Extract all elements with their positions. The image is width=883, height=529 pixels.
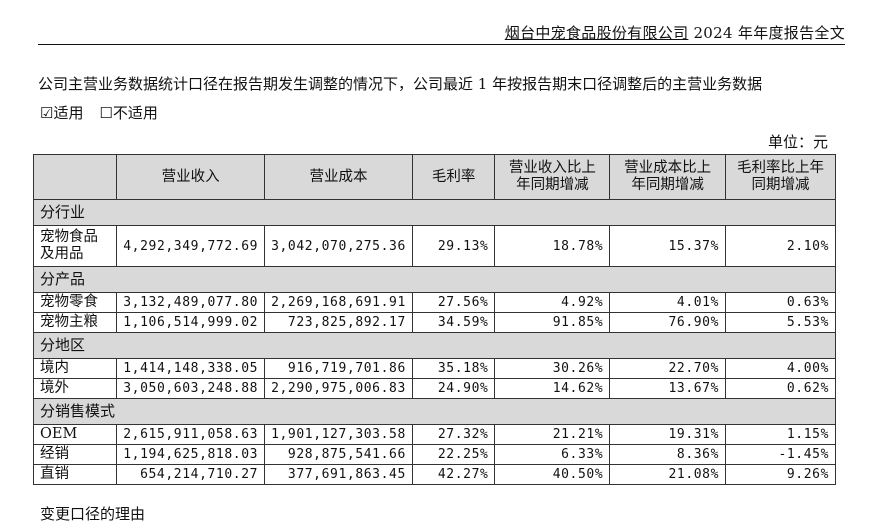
section-title: 分产品 [33,266,836,293]
cell-margin-change: -1.45% [725,444,836,465]
header-divider [38,44,845,45]
applicable-label: 适用 [53,104,84,122]
row-label: 宠物零食 [32,292,118,313]
cell-margin-change: 5.53% [725,312,836,333]
cell-rev-change: 18.78% [494,225,611,267]
row-label: OEM [32,424,118,445]
table-row: 境内 1,414,148,338.05 916,719,701.86 35.18% 30… [32,358,836,379]
page-header: 烟台中宠食品股份有限公司 2024 年年度报告全文 [0,0,883,46]
cell-margin: 22.25% [411,444,496,465]
table-row: 经销 1,194,625,818.03 928,875,541.66 22.25% 6.… [32,444,836,465]
cell-margin-change: 1.15% [725,424,836,445]
row-label: 境内 [32,358,118,379]
report-name: 2024 年年度报告全文 [693,24,845,42]
business-data-table: 营业收入 营业成本 毛利率 营业收入比上 年同期增减 营业成本比上 年同期增减 毛利率比上… [32,154,836,485]
cell-margin-change: 4.00% [725,358,836,379]
cell-revenue: 654,214,710.27 [116,464,266,485]
table-row: OEM 2,615,911,058.63 1,901,127,303.58 27.32… [32,424,836,445]
header-title: 烟台中宠食品股份有限公司 2024 年年度报告全文 [505,22,845,43]
cell-cost: 723,825,892.17 [264,312,413,333]
section-row: 分产品 [33,266,836,293]
cell-cost-change: 19.31% [609,424,727,445]
row-label: 直销 [32,464,118,485]
section-row: 分行业 [33,199,836,226]
cell-cost-change: 13.67% [609,378,727,399]
column-header: 营业成本比上 年同期增减 [609,154,727,200]
cell-revenue: 3,050,603,248.88 [116,378,266,399]
cell-rev-change: 6.33% [494,444,611,465]
cell-margin-change: 2.10% [725,225,836,267]
applicable-checkbox: ☑ [40,104,54,122]
cell-cost-change: 76.90% [609,312,727,333]
intro-paragraph: 公司主营业务数据统计口径在报告期发生调整的情况下，公司最近 1 年按报告期末口径… [38,75,763,93]
cell-margin-change: 0.63% [725,292,836,313]
cell-revenue: 1,414,148,338.05 [116,358,266,379]
cell-cost-change: 8.36% [609,444,727,465]
cell-cost: 2,269,168,691.91 [264,292,413,313]
row-label: 经销 [32,444,118,465]
table-row: 直销 654,214,710.27 377,691,863.45 42.27% 40.5… [32,464,836,485]
cell-rev-change: 40.50% [494,464,611,485]
cell-cost-change: 4.01% [609,292,727,313]
company-name: 烟台中宠食品股份有限公司 [504,24,689,42]
cell-revenue: 1,194,625,818.03 [116,444,266,465]
cell-margin: 27.56% [411,292,496,313]
cell-margin: 34.59% [411,312,496,333]
cell-cost: 928,875,541.66 [264,444,413,465]
table-header-row: 营业收入 营业成本 毛利率 营业收入比上 年同期增减 营业成本比上 年同期增减 毛利率比上… [32,154,836,200]
column-header: 毛利率比上年 同期增减 [725,154,836,200]
cell-cost: 3,042,070,275.36 [264,225,413,267]
cell-cost: 1,901,127,303.58 [264,424,413,445]
cell-rev-change: 30.26% [494,358,611,379]
not-applicable-label: 不适用 [112,104,158,122]
column-header: 营业收入 [116,154,266,200]
row-label: 宠物食品 及用品 [32,225,118,267]
section-title: 分销售模式 [33,398,836,425]
column-header [32,154,118,200]
not-applicable-checkbox: ☐ [99,104,113,122]
cell-cost-change: 22.70% [609,358,727,379]
table-row: 境外 3,050,603,248.88 2,290,975,006.83 24.90%… [32,378,836,399]
cell-revenue: 2,615,911,058.63 [116,424,266,445]
section-title: 分行业 [33,199,836,226]
cell-revenue: 1,106,514,999.02 [116,312,266,333]
cell-cost-change: 15.37% [609,225,727,267]
cell-rev-change: 14.62% [494,378,611,399]
cell-cost-change: 21.08% [609,464,727,485]
cell-margin: 42.27% [411,464,496,485]
column-header: 营业成本 [264,154,413,200]
cell-cost: 377,691,863.45 [264,464,413,485]
column-header: 毛利率 [411,154,496,200]
cell-revenue: 3,132,489,077.80 [116,292,266,313]
cell-rev-change: 21.21% [494,424,611,445]
section-row: 分地区 [33,332,836,359]
table-row: 宠物零食 3,132,489,077.80 2,269,168,691.91 27.5… [32,292,836,313]
row-label: 宠物主粮 [32,312,118,333]
cell-revenue: 4,292,349,772.69 [116,225,266,267]
cell-margin: 35.18% [411,358,496,379]
cell-margin: 24.90% [411,378,496,399]
row-label: 境外 [32,378,118,399]
cell-cost: 2,290,975,006.83 [264,378,413,399]
cell-rev-change: 91.85% [494,312,611,333]
column-header: 营业收入比上 年同期增减 [494,154,611,200]
cell-rev-change: 4.92% [494,292,611,313]
applicability-options: ☑适用 ☐不适用 [40,102,158,123]
section-row: 分销售模式 [33,398,836,425]
cell-margin: 29.13% [411,225,496,267]
cell-cost: 916,719,701.86 [264,358,413,379]
table-row: 宠物食品 及用品 4,292,349,772.69 3,042,070,275.36… [32,225,836,267]
cell-margin-change: 9.26% [725,464,836,485]
cell-margin-change: 0.62% [725,378,836,399]
table-row: 宠物主粮 1,106,514,999.02 723,825,892.17 34.59%… [32,312,836,333]
unit-label: 单位：元 [767,133,828,151]
section-title: 分地区 [33,332,836,359]
change-reason-heading: 变更口径的理由 [40,505,146,523]
cell-margin: 27.32% [411,424,496,445]
